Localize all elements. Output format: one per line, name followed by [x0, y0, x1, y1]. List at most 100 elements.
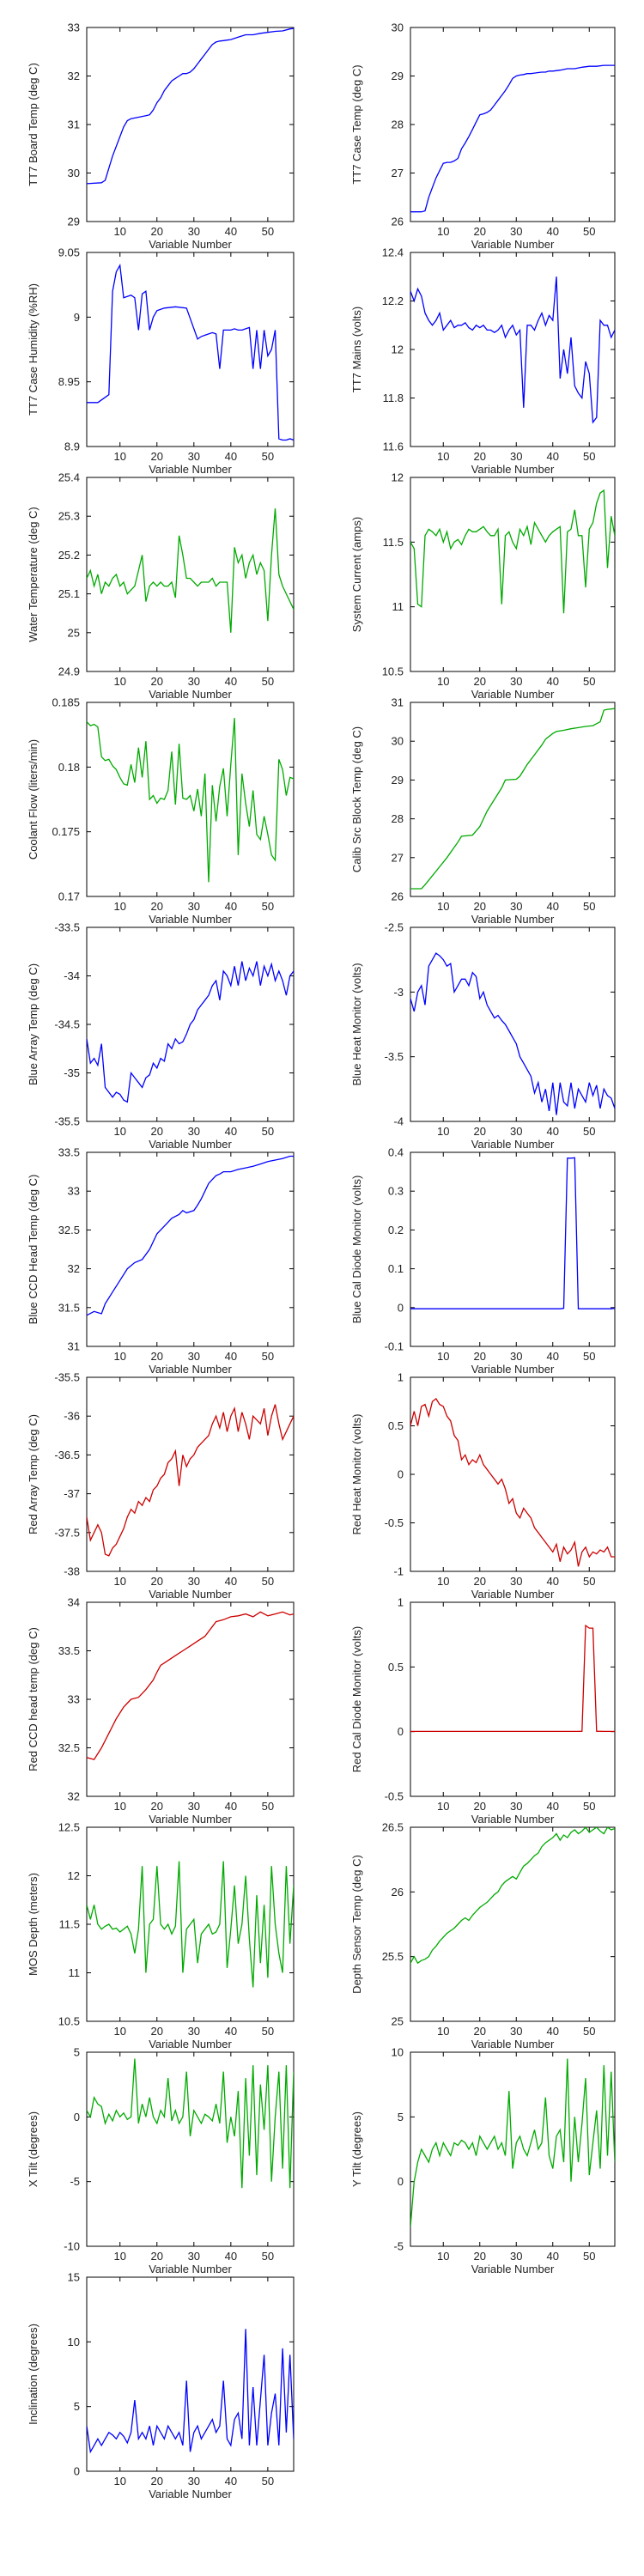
- y-tick-label: 34: [68, 1596, 80, 1609]
- y-tick-label: 32: [68, 1262, 80, 1275]
- x-tick-label: 10: [437, 675, 449, 688]
- y-tick-label: 1: [398, 1371, 404, 1384]
- y-tick-label: 0: [398, 1725, 404, 1738]
- y-tick-label: 25: [68, 626, 80, 639]
- series-line: [410, 1157, 615, 1309]
- x-tick-label: 30: [188, 900, 200, 913]
- x-tick-label: 10: [113, 1125, 125, 1138]
- x-tick-label: 40: [547, 675, 559, 688]
- chart-panel-7: 10 20 30 40 50 0.17 0.175 0.18 0.185 Variable Num…: [27, 696, 295, 926]
- x-axis-label: Variable Number: [471, 2038, 555, 2050]
- y-tick-label: 12: [392, 471, 404, 484]
- y-tick-label: -37.5: [54, 1526, 80, 1539]
- y-tick-label: -34: [64, 969, 80, 982]
- y-tick-label: 32.5: [58, 1224, 80, 1236]
- x-tick-label: 30: [188, 1350, 200, 1363]
- x-tick-label: 20: [474, 900, 486, 913]
- x-tick-label: 40: [225, 1575, 237, 1588]
- y-tick-label: 12.2: [382, 295, 404, 307]
- plot-frame: [410, 252, 616, 447]
- x-tick-label: 20: [151, 1125, 163, 1138]
- x-tick-label: 30: [510, 900, 522, 913]
- y-tick-label: 8.95: [58, 375, 80, 388]
- chart-panel-18: 10 20 30 40 50 25 25.5 26 26.5 Variable Number Dep…: [350, 1821, 616, 2050]
- y-tick-label: -38: [64, 1565, 80, 1578]
- y-tick-label: 31: [392, 696, 404, 709]
- y-tick-label: 25.5: [382, 1950, 404, 1963]
- x-axis-label: Variable Number: [149, 463, 232, 476]
- y-tick-label: 0.185: [52, 696, 80, 709]
- x-tick-label: 30: [188, 1125, 200, 1138]
- y-tick-label: 0.5: [388, 1661, 404, 1674]
- x-tick-label: 20: [474, 2250, 486, 2263]
- x-tick-label: 40: [225, 450, 237, 463]
- x-tick-label: 40: [547, 1575, 559, 1588]
- y-axis-label: TT7 Board Temp (deg C): [27, 63, 39, 186]
- y-tick-label: -5: [393, 2240, 404, 2253]
- plot-frame: [410, 27, 616, 222]
- plot-frame: [86, 1601, 295, 1797]
- y-tick-label: 10.5: [382, 665, 404, 678]
- chart-panel-17: 10 20 30 40 50 10.5 11 11.5 12 12.5 Variable Numbe…: [27, 1821, 295, 2050]
- y-tick-label: 0: [74, 2111, 80, 2123]
- x-tick-label: 50: [262, 1575, 274, 1588]
- y-tick-label: 9: [74, 311, 80, 324]
- series-line: [410, 1624, 615, 1733]
- y-tick-label: 11.5: [59, 1918, 80, 1931]
- x-tick-label: 40: [225, 225, 237, 238]
- x-tick-label: 40: [547, 450, 559, 463]
- x-tick-label: 10: [113, 2475, 125, 2488]
- chart-panel-9: 10 20 30 40 50 -35.5 -35 -34.5 -34 -33.5 Variable …: [27, 921, 295, 1151]
- chart-panel-15: 10 20 30 40 50 32 32.5 33 33.5 34 Variable Number R…: [27, 1596, 295, 1826]
- series-line: [87, 2329, 294, 2454]
- y-tick-label: 25.2: [58, 549, 80, 562]
- y-tick-label: 26.5: [382, 1821, 404, 1834]
- x-tick-label: 10: [437, 450, 449, 463]
- y-axis-label: Red Array Temp (deg C): [27, 1414, 39, 1534]
- y-tick-label: -35.5: [54, 1371, 80, 1384]
- chart-panel-3: 10 20 30 40 50 8.9 8.95 9 9.05 Variable Number TT7…: [27, 246, 295, 476]
- x-tick-label: 40: [225, 2250, 237, 2263]
- y-tick-label: 26: [392, 890, 404, 903]
- x-tick-label: 10: [437, 1350, 449, 1363]
- x-tick-label: 40: [547, 1350, 559, 1363]
- chart-panel-10: 10 20 30 40 50 -4 -3.5 -3 -2.5 Variable Number Blu…: [350, 921, 616, 1151]
- x-axis-label: Variable Number: [149, 1813, 232, 1826]
- x-tick-label: 50: [262, 1800, 274, 1813]
- x-tick-label: 50: [583, 225, 595, 238]
- series-line: [87, 1611, 294, 1760]
- y-tick-label: -3.5: [385, 1050, 404, 1063]
- x-axis-label: Variable Number: [149, 2488, 232, 2500]
- x-tick-label: 20: [474, 450, 486, 463]
- series-line: [87, 718, 294, 883]
- series-line: [410, 276, 615, 424]
- y-tick-label: 25: [392, 2015, 404, 2028]
- x-tick-label: 10: [113, 225, 125, 238]
- y-tick-label: 32.5: [58, 1741, 80, 1754]
- y-tick-label: 0: [398, 1468, 404, 1481]
- series-line: [87, 508, 294, 633]
- y-axis-label: MOS Depth (meters): [27, 1873, 39, 1976]
- x-tick-label: 30: [188, 225, 200, 238]
- x-tick-label: 50: [262, 675, 274, 688]
- y-tick-label: -36.5: [54, 1449, 80, 1461]
- y-tick-label: -35.5: [54, 1115, 80, 1128]
- y-tick-label: 25.3: [58, 510, 80, 523]
- y-tick-label: 10: [392, 2046, 404, 2059]
- y-tick-label: -5: [70, 2175, 80, 2188]
- x-tick-label: 50: [262, 450, 274, 463]
- y-tick-label: -2.5: [385, 921, 404, 934]
- y-tick-label: 12.4: [382, 246, 404, 259]
- x-tick-label: 30: [510, 1575, 522, 1588]
- x-tick-label: 30: [510, 1350, 522, 1363]
- y-axis-label: TT7 Mains (volts): [350, 307, 363, 392]
- y-tick-label: 0.4: [388, 1146, 404, 1159]
- x-axis-label: Variable Number: [471, 463, 555, 476]
- x-tick-label: 30: [188, 2025, 200, 2038]
- y-tick-label: -0.5: [385, 1790, 404, 1803]
- plot-frame: [410, 1601, 616, 1797]
- y-axis-label: Blue Cal Diode Monitor (volts): [350, 1176, 363, 1324]
- x-tick-label: 10: [113, 2025, 125, 2038]
- x-axis-label: Variable Number: [471, 688, 555, 701]
- y-tick-label: 1: [398, 1596, 404, 1609]
